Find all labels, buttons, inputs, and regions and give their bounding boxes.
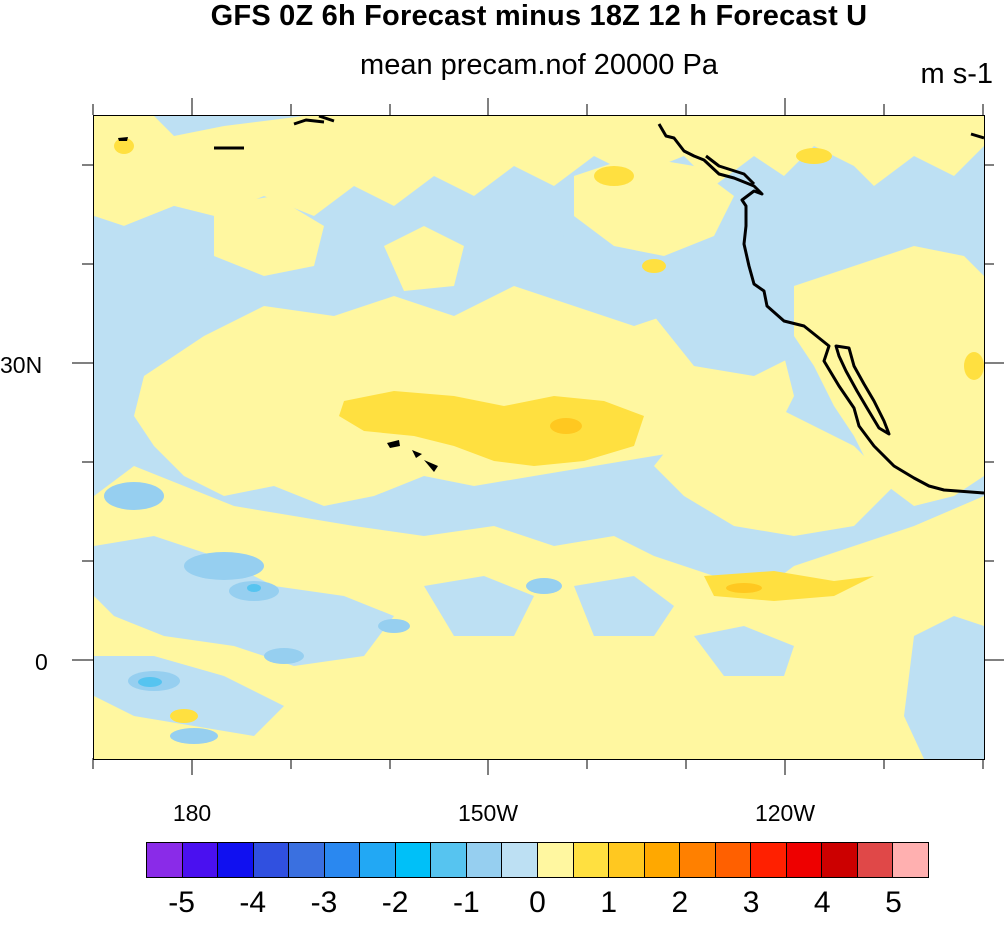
colorbar-label: -2 — [381, 886, 409, 919]
colorbar-swatch — [573, 843, 610, 877]
colorbar-swatch — [893, 843, 929, 877]
colorbar-swatch — [395, 843, 432, 877]
colorbar-label: -4 — [239, 886, 267, 919]
colorbar-label: -3 — [310, 886, 338, 919]
colorbar-swatch — [324, 843, 361, 877]
colorbar-swatch — [502, 843, 539, 877]
coastlines — [214, 116, 984, 495]
lon-label-150w: 150W — [457, 800, 519, 826]
colorbar-swatch — [715, 843, 752, 877]
positive-field — [94, 116, 984, 759]
colorbar-swatch — [857, 843, 894, 877]
colorbar-label: 0 — [529, 886, 546, 919]
colorbar-label: 4 — [813, 886, 831, 919]
map-subtitle: mean precam.nof 20000 Pa — [360, 49, 718, 81]
colorbar-swatch — [644, 843, 681, 877]
colorbar-swatch — [182, 843, 219, 877]
lat-label-0: 0 — [35, 649, 48, 675]
colorbar-swatch — [822, 843, 858, 877]
colorbar-swatch — [147, 843, 183, 877]
colorbar-swatch — [609, 843, 645, 877]
strong-positive — [550, 418, 762, 593]
colorbar-swatch — [466, 843, 503, 877]
colorbar-swatch — [538, 843, 574, 877]
lat-label-30n: 30N — [0, 352, 43, 378]
colorbar-label: 1 — [600, 886, 618, 919]
strong-negative — [138, 584, 261, 687]
colorbar-label: -5 — [168, 886, 195, 919]
map-title: GFS 0Z 6h Forecast minus 18Z 12 h Foreca… — [210, 0, 868, 32]
hawaii-islands — [118, 137, 438, 472]
colorbar-swatch — [431, 843, 467, 877]
colorbar-swatch — [289, 843, 325, 877]
colorbar — [146, 842, 929, 878]
lon-label-180: 180 — [172, 800, 212, 826]
moderate-positive — [114, 138, 984, 723]
colorbar-label: 2 — [671, 886, 689, 919]
colorbar-swatch — [218, 843, 254, 877]
colorbar-swatch — [253, 843, 290, 877]
colorbar-swatch — [680, 843, 716, 877]
colorbar-swatch — [751, 843, 787, 877]
units-label: m s-1 — [920, 58, 994, 90]
lon-label-120w: 120W — [754, 800, 816, 826]
colorbar-label: 5 — [885, 886, 902, 919]
colorbar-label: 3 — [742, 886, 760, 919]
contour-map — [93, 115, 985, 760]
colorbar-swatch — [786, 843, 823, 877]
contour-field — [94, 116, 984, 759]
colorbar-swatch — [360, 843, 396, 877]
colorbar-label: -1 — [452, 886, 480, 919]
